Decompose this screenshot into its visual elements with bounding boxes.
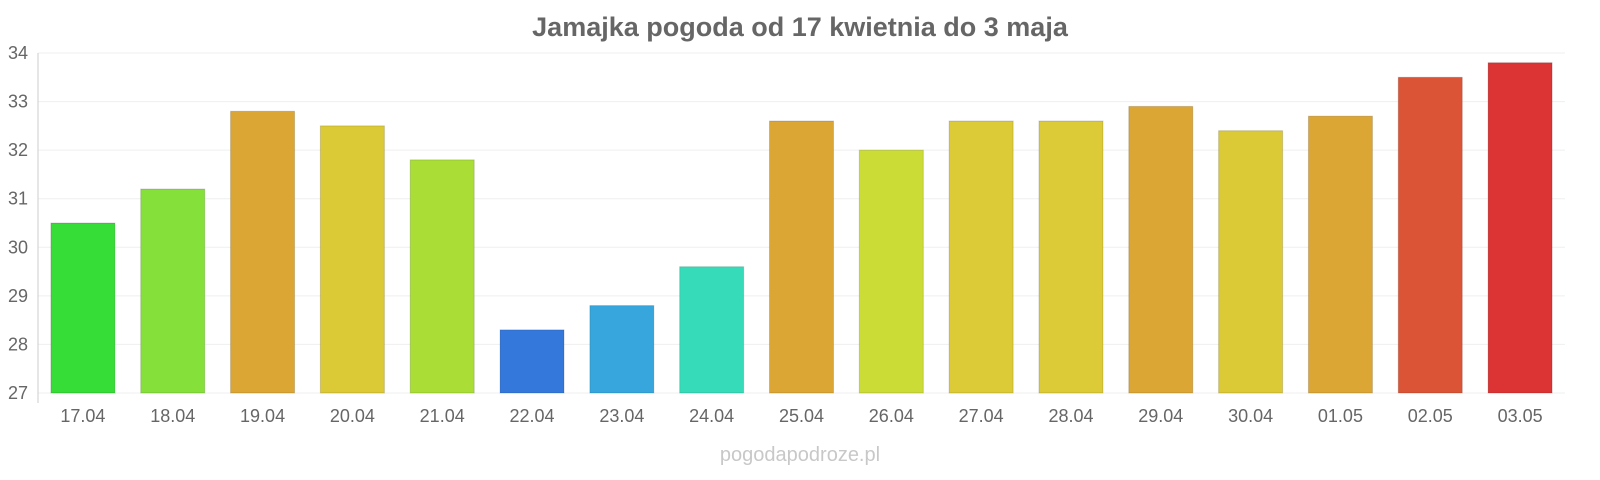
bar-23.04 (589, 305, 655, 394)
x-tick-label: 01.05 (1318, 406, 1363, 426)
x-axis: 17.04 18.04 19.04 20.04 21.04 22.04 23.04 24.04… (60, 406, 1542, 426)
x-tick-label: 21.04 (420, 406, 465, 426)
x-tick-label: 28.04 (1048, 406, 1093, 426)
x-tick-label: 23.04 (599, 406, 644, 426)
y-tick-label: 32 (8, 140, 28, 160)
bars (50, 62, 1553, 394)
bar-29.04 (1128, 105, 1194, 394)
x-tick-label: 30.04 (1228, 406, 1273, 426)
bar-30.04 (1218, 130, 1284, 394)
bar-02.05 (1397, 76, 1463, 394)
x-tick-label: 17.04 (60, 406, 105, 426)
x-tick-label: 26.04 (869, 406, 914, 426)
y-tick-label: 27 (8, 383, 28, 403)
x-tick-label: 19.04 (240, 406, 285, 426)
bar-26.04 (858, 149, 924, 394)
y-tick-label: 34 (8, 43, 28, 63)
bar-18.04 (140, 188, 206, 394)
y-tick-label: 29 (8, 286, 28, 306)
bar-20.04 (319, 125, 385, 394)
bar-28.04 (1038, 120, 1104, 394)
x-tick-label: 18.04 (150, 406, 195, 426)
y-axis: 27 28 29 30 31 32 33 34 (8, 43, 39, 403)
x-tick-label: 24.04 (689, 406, 734, 426)
bar-03.05 (1487, 62, 1553, 394)
x-tick-label: 03.05 (1498, 406, 1543, 426)
bar-22.04 (499, 329, 565, 394)
x-tick-label: 29.04 (1138, 406, 1183, 426)
x-tick-label: 20.04 (330, 406, 375, 426)
x-tick-label: 25.04 (779, 406, 824, 426)
x-tick-label: 27.04 (959, 406, 1004, 426)
bar-17.04 (50, 222, 116, 394)
bar-25.04 (769, 120, 834, 394)
bar-19.04 (230, 110, 296, 394)
x-tick-label: 22.04 (510, 406, 555, 426)
bar-24.04 (679, 266, 745, 394)
bar-27.04 (948, 120, 1014, 394)
bar-01.05 (1307, 115, 1373, 394)
y-tick-label: 30 (8, 237, 28, 257)
y-tick-label: 33 (8, 92, 28, 112)
watermark: pogodapodroze.pl (720, 444, 880, 466)
x-tick-label: 02.05 (1408, 406, 1453, 426)
bar-21.04 (409, 159, 475, 394)
chart-title: Jamajka pogoda od 17 kwietnia do 3 maja (532, 12, 1069, 42)
y-tick-label: 28 (8, 334, 28, 354)
y-tick-label: 31 (8, 189, 28, 209)
